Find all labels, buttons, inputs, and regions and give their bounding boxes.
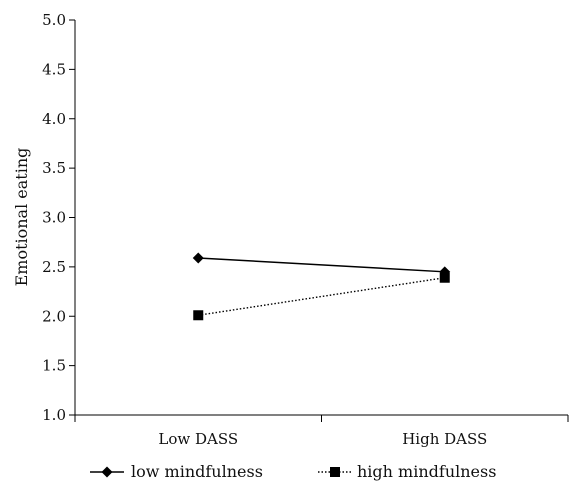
y-tick-label: 4.5 — [42, 60, 66, 78]
x-ticks: Low DASS High DASS — [74, 415, 569, 448]
legend-diamond-marker — [101, 466, 113, 478]
square-marker — [439, 272, 450, 283]
legend-square-marker — [330, 467, 340, 477]
legend-label: high mindfulness — [357, 462, 496, 481]
y-ticks: 1.0 1.5 2.0 2.5 3.0 3.5 4.0 4.5 5.0 — [42, 11, 75, 424]
y-tick-label: 4.0 — [42, 110, 66, 128]
series-1 — [192, 252, 451, 278]
diamond-marker — [192, 252, 204, 264]
y-tick-label: 2.5 — [42, 258, 66, 276]
y-tick-label: 3.5 — [42, 159, 66, 177]
x-tick-label: Low DASS — [158, 430, 238, 448]
legend: low mindfulness high mindfulness — [90, 462, 496, 481]
square-marker — [193, 310, 204, 321]
x-tick-label: High DASS — [402, 430, 487, 448]
legend-item: low mindfulness — [90, 462, 263, 481]
series-line — [198, 277, 445, 316]
y-tick-label: 2.0 — [42, 307, 66, 325]
series-layer — [192, 252, 451, 321]
y-tick-label: 1.5 — [42, 357, 66, 375]
y-tick-label: 1.0 — [42, 406, 66, 424]
series-2 — [193, 272, 450, 321]
series-line — [198, 257, 445, 273]
legend-item: high mindfulness — [318, 462, 496, 481]
y-axis-title: Emotional eating — [12, 148, 31, 287]
y-tick-label: 5.0 — [42, 11, 66, 29]
y-tick-label: 3.0 — [42, 209, 66, 227]
legend-label: low mindfulness — [131, 462, 263, 481]
